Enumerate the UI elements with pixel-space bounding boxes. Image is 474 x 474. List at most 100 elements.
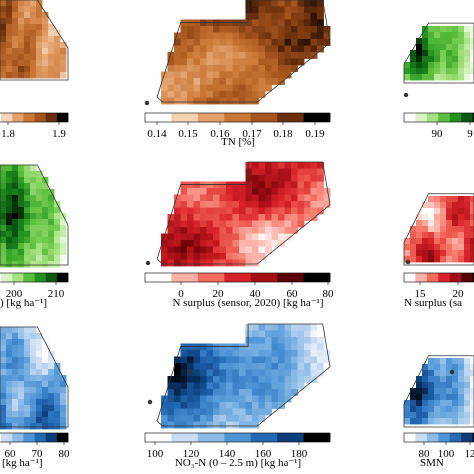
- map-cell: [323, 363, 331, 370]
- field-outline: [0, 164, 69, 266]
- map-cell: [213, 52, 220, 59]
- map-cell: [42, 423, 49, 430]
- colorbar-segment: [449, 433, 462, 442]
- map-cell: [18, 381, 25, 388]
- map-cell: [12, 417, 19, 424]
- map-cell: [180, 408, 188, 416]
- map-cell: [36, 225, 43, 232]
- map-cell: [434, 226, 441, 233]
- map-cell: [30, 387, 37, 394]
- map-cell: [12, 36, 19, 43]
- map-cell: [0, 393, 7, 400]
- map-cell: [422, 418, 429, 425]
- map-cell: [36, 345, 43, 352]
- colorbar-segment: [438, 433, 451, 442]
- map-cell: [265, 369, 272, 377]
- map-cell: [30, 12, 37, 19]
- map-cell: [219, 227, 227, 234]
- map-cell: [252, 330, 259, 338]
- map-cell: [464, 256, 471, 263]
- map-cell: [0, 375, 7, 382]
- map-cell: [167, 84, 175, 92]
- map-cell: [6, 195, 13, 202]
- colorbar-label: N surplus (sa: [404, 297, 462, 309]
- map-cell: [458, 388, 465, 395]
- colorbar-segment: [303, 113, 331, 122]
- map-cell: [323, 356, 331, 364]
- map-cell: [271, 0, 279, 7]
- map-cell: [452, 50, 459, 57]
- map-cell: [452, 400, 459, 407]
- map-cell: [193, 356, 201, 364]
- map-cell: [265, 324, 272, 331]
- map-cell: [30, 30, 37, 37]
- map-cell: [12, 363, 19, 370]
- map-cell: [6, 339, 13, 346]
- map-cell: [206, 97, 214, 105]
- map-cell: [213, 389, 220, 396]
- map-cell: [12, 399, 19, 406]
- colorbar-segment: [56, 433, 69, 442]
- map-cell: [252, 207, 259, 215]
- map-cell: [458, 50, 465, 57]
- colorbar-frame: [0, 272, 69, 283]
- map-cell: [291, 39, 298, 46]
- map-cell: [167, 220, 175, 228]
- colorbar-segment: [224, 113, 252, 122]
- map-cell: [291, 382, 298, 390]
- map-cell: [297, 337, 305, 344]
- map-cell: [317, 188, 324, 195]
- map-cell: [291, 227, 298, 234]
- map-cell: [206, 32, 214, 40]
- map-cell: [36, 6, 43, 13]
- map-cell: [470, 74, 474, 81]
- map-cell: [458, 62, 465, 69]
- map-cell: [317, 26, 324, 33]
- map-cell: [317, 369, 324, 377]
- map-cell: [12, 201, 19, 208]
- map-cell: [12, 66, 19, 73]
- map-cell: [258, 19, 266, 27]
- map-cell: [30, 249, 37, 256]
- map-cell: [6, 30, 13, 37]
- map-cell: [446, 214, 453, 221]
- map-cell: [187, 253, 194, 260]
- map-cell: [24, 42, 31, 49]
- map-cell: [226, 26, 233, 33]
- map-cell: [226, 201, 233, 208]
- map-cell: [180, 71, 188, 79]
- map-cell: [284, 382, 292, 390]
- map-cell: [12, 327, 19, 334]
- map-cell: [193, 71, 201, 79]
- map-cell: [258, 253, 266, 260]
- map-cell: [245, 363, 253, 370]
- map-cell: [180, 389, 188, 396]
- map-cell: [434, 50, 441, 57]
- map-cell: [6, 399, 13, 406]
- map-cell: [252, 363, 259, 370]
- map-cell: [48, 369, 55, 376]
- map-cell: [180, 240, 188, 247]
- colorbar-frame: [144, 432, 331, 443]
- colorbar-segment: [461, 273, 473, 282]
- map-cell: [167, 389, 175, 396]
- map-cell: [54, 411, 61, 418]
- map-cell: [271, 207, 279, 215]
- map-cell: [167, 408, 175, 416]
- map-cell: [6, 42, 13, 49]
- map-cell: [232, 78, 240, 85]
- map-cell: [265, 240, 272, 247]
- map-cell: [187, 45, 194, 53]
- map-cell: [265, 395, 272, 403]
- map-cell: [232, 233, 240, 241]
- map-cell: [404, 238, 411, 245]
- map-cell: [245, 39, 253, 46]
- colorbar-segment: [12, 273, 24, 282]
- map-cell: [284, 395, 292, 403]
- map-cell: [265, 168, 272, 176]
- map-cell: [284, 168, 292, 176]
- map-cell: [6, 36, 13, 43]
- map-cell: [265, 207, 272, 215]
- map-cell: [0, 30, 7, 37]
- map-cell: [464, 394, 471, 401]
